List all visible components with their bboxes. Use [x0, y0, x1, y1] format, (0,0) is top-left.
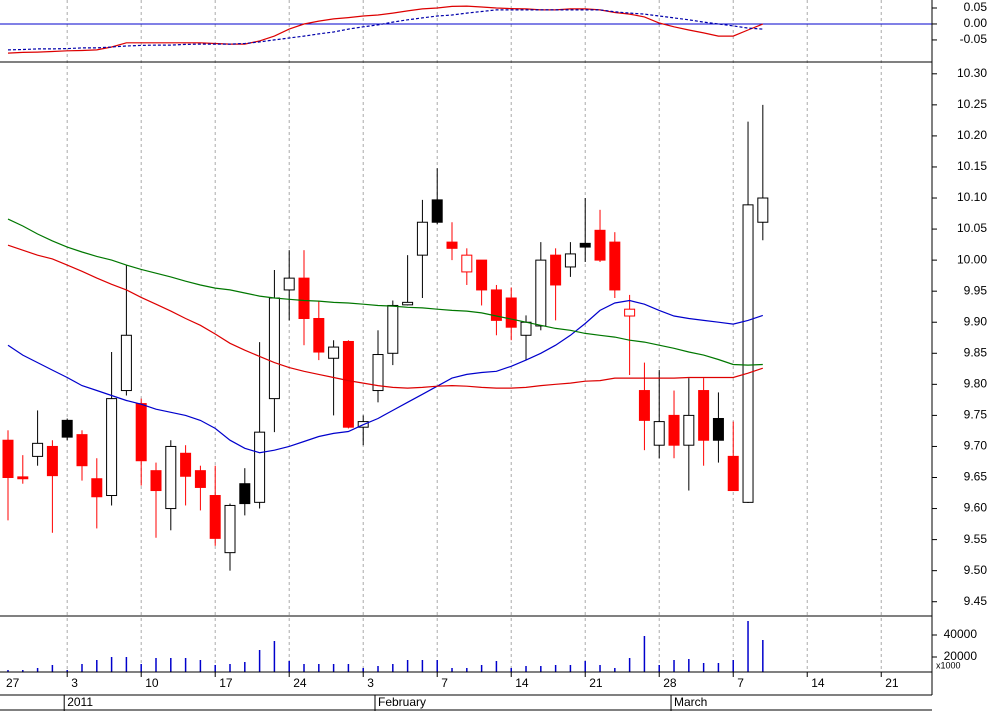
line-series: [7, 9, 763, 51]
y-tick-label: 9.80: [964, 377, 988, 391]
candle-body: [17, 476, 29, 480]
candle-body: [535, 259, 547, 327]
candle-body: [180, 452, 192, 477]
candle-body: [372, 354, 384, 392]
y-tick-label: 9.75: [964, 408, 988, 422]
candle-body: [742, 204, 754, 503]
candle-body: [91, 478, 103, 498]
y-tick-label: 10.20: [957, 128, 987, 142]
x-tick-label: 3: [71, 676, 78, 690]
y-tick-label: 40000: [944, 627, 978, 641]
y-tick-label: 9.55: [964, 532, 988, 546]
x-tick-label: 24: [293, 676, 307, 690]
month-label: February: [378, 695, 426, 709]
candle-body: [283, 277, 295, 291]
month-label: March: [674, 695, 707, 709]
candle-body: [446, 241, 458, 249]
x-tick-label: 21: [589, 676, 603, 690]
y-tick-label: 9.70: [964, 439, 988, 453]
y-tick-label: 9.60: [964, 501, 988, 515]
y-tick-label: 9.90: [964, 314, 988, 328]
y-tick-label: 10.05: [957, 221, 987, 235]
candle-body: [150, 470, 162, 492]
candle-body: [594, 229, 606, 261]
x-tick-label: 3: [367, 676, 374, 690]
candle-body: [712, 417, 724, 441]
y-tick-label: 10.25: [957, 97, 987, 111]
candle-body: [416, 221, 428, 256]
candle-body: [120, 334, 132, 392]
candle-body: [579, 242, 591, 248]
candle-body: [342, 340, 354, 428]
candle-body: [209, 495, 221, 539]
y-tick-label: 10.15: [957, 159, 987, 173]
candle-body: [757, 197, 769, 223]
candle-body: [239, 483, 251, 505]
y-tick-label: 10.00: [957, 252, 987, 266]
x-tick-label: 17: [219, 676, 233, 690]
x-tick-label: 27: [6, 676, 20, 690]
y-tick-label: 9.65: [964, 470, 988, 484]
y-tick-label: 9.95: [964, 283, 988, 297]
x-tick-label: 28: [663, 676, 677, 690]
line-series: [7, 299, 763, 454]
y-tick-label: 0.00: [964, 16, 988, 30]
candle-body: [254, 431, 266, 503]
candle-body: [683, 414, 695, 446]
x-tick-label: 21: [885, 676, 899, 690]
candle-body: [2, 439, 14, 478]
candle-body: [727, 455, 739, 492]
x-tick-label: 14: [811, 676, 825, 690]
candle-body: [76, 434, 88, 467]
candle-body: [505, 297, 517, 328]
y-tick-label: -0.05: [960, 32, 988, 46]
x-tick-label: 7: [441, 676, 448, 690]
candle-body: [564, 253, 576, 268]
month-label: 2011: [67, 695, 93, 709]
candle-body: [224, 504, 236, 554]
candle-body: [461, 254, 473, 273]
volume-unit: x1000: [936, 660, 961, 670]
candle-body: [61, 419, 73, 438]
y-tick-label: 9.85: [964, 345, 988, 359]
candle-body: [298, 277, 310, 320]
candle-body: [609, 241, 621, 291]
line-series: [7, 244, 763, 389]
candle-body: [313, 318, 325, 353]
candle-body: [194, 470, 206, 488]
candle-body: [490, 289, 502, 321]
y-tick-label: 10.30: [957, 66, 987, 80]
candle-body: [698, 390, 710, 441]
candle-body: [476, 259, 488, 291]
candle-body: [328, 346, 340, 359]
line-series: [7, 5, 764, 54]
y-tick-label: 20000: [944, 649, 978, 663]
x-tick-label: 10: [145, 676, 159, 690]
y-tick-label: 0.05: [964, 0, 988, 14]
line-series: [7, 218, 763, 366]
candle-body: [550, 254, 562, 286]
candle-body: [165, 445, 177, 510]
candle-body: [387, 304, 399, 354]
candle-body: [624, 308, 636, 317]
y-tick-label: 10.10: [957, 190, 987, 204]
candle-body: [135, 403, 147, 462]
candle-body: [32, 442, 44, 457]
candle-body: [653, 421, 665, 446]
x-tick-label: 7: [737, 676, 744, 690]
x-tick-label: 14: [515, 676, 529, 690]
candle-body: [46, 445, 58, 477]
candle-body: [268, 297, 280, 400]
candle-body: [668, 414, 680, 446]
y-tick-label: 9.45: [964, 594, 988, 608]
candle-body: [638, 390, 650, 421]
candle-body: [431, 199, 443, 223]
y-tick-label: 9.50: [964, 563, 988, 577]
candle-body: [520, 321, 532, 336]
candle-body: [106, 398, 118, 497]
candle-body: [402, 301, 414, 306]
